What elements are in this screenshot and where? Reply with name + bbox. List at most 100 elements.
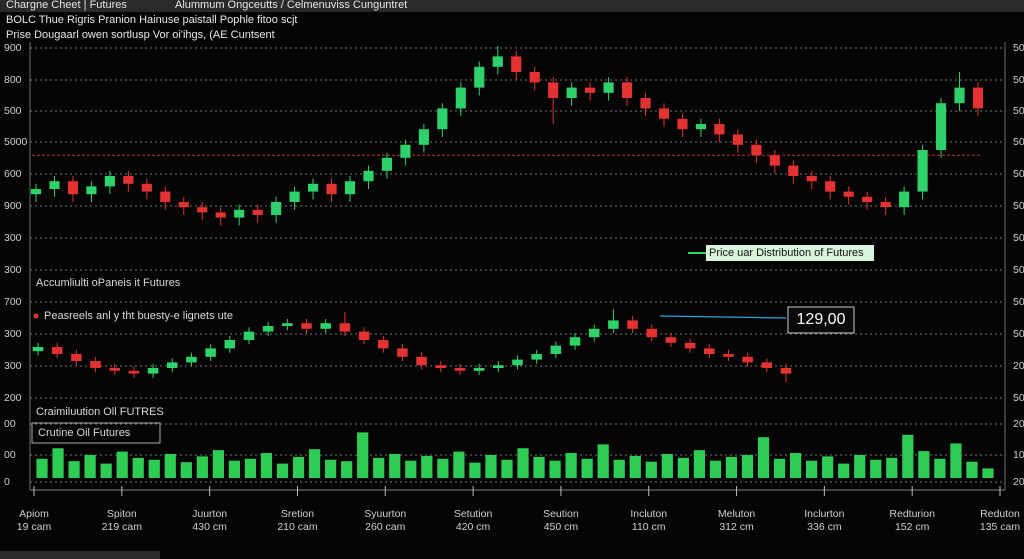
x-tick-label: Inclurton <box>804 508 844 520</box>
y-axis-label: 800 <box>4 74 22 86</box>
candle-body <box>843 191 854 197</box>
volume-bar <box>341 461 353 478</box>
volume-bar <box>453 451 465 478</box>
candle-body <box>363 170 374 182</box>
candle-body <box>123 176 134 184</box>
volume-bar <box>405 460 417 478</box>
volume-bar <box>100 463 112 478</box>
volume-bar <box>469 462 481 478</box>
candle-body <box>640 98 651 109</box>
volume-bar <box>308 449 321 478</box>
candle-body <box>761 362 773 368</box>
tab-bar <box>0 0 1024 12</box>
candle-body <box>128 370 140 374</box>
tab[interactable]: Chargne Cheet | Futures <box>6 0 127 11</box>
y-axis-label: 700 <box>4 296 22 308</box>
volume-bar <box>276 463 289 478</box>
candle-body <box>550 345 562 354</box>
candle-body <box>243 331 255 340</box>
candle-body <box>621 82 633 98</box>
y-axis-label: 5000 <box>4 136 28 148</box>
candle-body <box>418 129 429 145</box>
x-tick-label: Incluton <box>630 508 667 520</box>
candle-body <box>862 196 873 202</box>
candle-body <box>86 186 97 195</box>
candle-body <box>455 87 466 109</box>
header-line: BOLC Thue Rigris Pranion Hainuse paistal… <box>6 14 297 26</box>
volume-bar <box>789 453 802 478</box>
candle-body <box>160 191 171 202</box>
candle-body <box>109 368 120 371</box>
volume-bar <box>373 457 385 478</box>
volume-bar <box>661 454 673 478</box>
candle-body <box>732 134 743 145</box>
y-axis-label: 900 <box>4 42 22 54</box>
x-tick-label: 312 cm <box>719 521 754 533</box>
candle-body <box>704 348 715 354</box>
candle-body <box>665 337 677 343</box>
volume-bar <box>966 461 978 478</box>
candle-body <box>178 202 189 208</box>
y-axis-label: 00 <box>4 449 16 461</box>
volume-bar <box>581 458 593 478</box>
tab[interactable]: Alummum Ongceutts / Celmenuviss Cunguntr… <box>175 0 407 11</box>
volume-bar <box>180 462 192 478</box>
volume-bar <box>757 437 770 478</box>
volume-bar <box>982 468 994 478</box>
candle-body <box>215 212 226 218</box>
candle-body <box>548 82 559 98</box>
x-tick-label: 260 cam <box>365 521 406 533</box>
candle-body <box>588 328 600 338</box>
volume-bar <box>693 450 705 478</box>
y-axis-label: 50 <box>1013 296 1024 308</box>
candle-body <box>104 176 115 187</box>
candle-body <box>512 359 523 366</box>
y-axis-label: 50 <box>1013 74 1024 86</box>
candle-body <box>67 181 79 195</box>
y-axis-label: 10 <box>1013 449 1024 461</box>
x-tick-label: 450 cm <box>544 521 579 533</box>
candle-body <box>954 87 965 104</box>
volume-bar <box>950 443 962 478</box>
volume-bar <box>533 456 545 478</box>
status-bar <box>0 551 160 559</box>
volume-bar <box>565 453 577 478</box>
volume-bar <box>116 451 128 478</box>
candle-body <box>780 368 792 374</box>
y-axis-label: 50 <box>1013 392 1024 404</box>
price-box <box>787 306 855 334</box>
volume-bar <box>822 456 834 478</box>
candle-body <box>271 202 282 215</box>
y-axis-label: 0 <box>4 476 10 488</box>
pane-title: Craimiluution Oll FUTRES <box>36 406 164 418</box>
candle-body <box>186 356 197 363</box>
candle-body <box>307 183 319 192</box>
candle-body <box>320 323 331 329</box>
volume-bar <box>437 458 449 478</box>
x-tick-label: Setution <box>454 508 493 520</box>
candle-body <box>326 183 337 195</box>
volume-bar <box>52 448 64 478</box>
volume-bar <box>292 456 305 478</box>
candle-body <box>917 150 928 192</box>
volume-bar <box>854 454 866 478</box>
volume-bar <box>870 459 882 478</box>
y-axis-label: 20 <box>1013 418 1024 430</box>
candle-body <box>695 124 707 130</box>
legend: Crutine Oil Futures <box>38 427 131 439</box>
annotation-box <box>706 245 874 261</box>
y-axis-label: 20 <box>1013 360 1024 372</box>
pane-title: Accumliulti oPaneis it Futures <box>36 277 181 289</box>
candle-body <box>32 347 44 352</box>
y-axis-label: 500 <box>1013 232 1024 244</box>
volume-bar <box>132 457 144 478</box>
volume-bar <box>806 460 818 478</box>
candle-body <box>788 165 799 176</box>
y-axis-label: 50 <box>1013 264 1024 276</box>
volume-bar <box>357 432 369 478</box>
x-tick-label: Juurton <box>192 508 227 520</box>
candle-body <box>205 348 216 357</box>
volume-bar <box>741 454 754 478</box>
candle-body <box>289 191 300 202</box>
